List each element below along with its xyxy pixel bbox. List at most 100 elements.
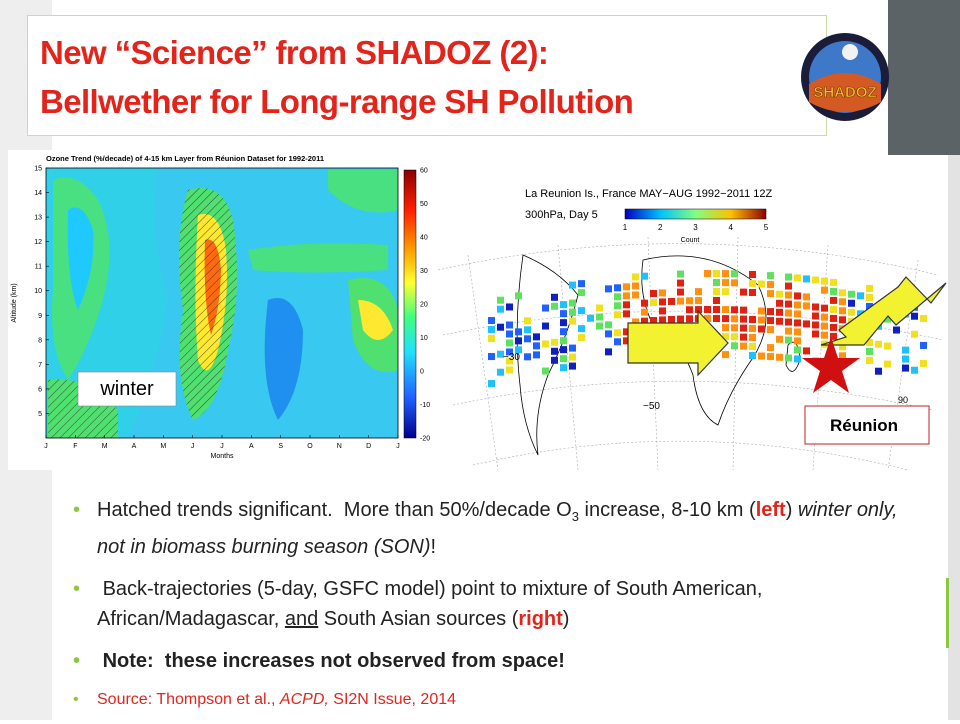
trajectory-cell — [623, 328, 630, 336]
trajectory-cell — [650, 299, 657, 307]
trajectory-cell — [758, 307, 765, 315]
trajectory-cells — [488, 270, 927, 388]
trajectory-cell — [803, 293, 810, 301]
trajectory-cell — [803, 275, 810, 283]
trajectory-cell — [749, 316, 756, 324]
graticule-line — [437, 243, 939, 276]
trajectory-cell — [506, 357, 513, 365]
trajectory-cell — [848, 299, 855, 307]
trajectory-cell — [524, 326, 531, 334]
trajectory-cell — [812, 303, 819, 311]
bullet-text: Note: these increases not observed from … — [97, 650, 565, 672]
trajectory-cell — [866, 356, 873, 364]
trajectory-cell — [866, 302, 873, 310]
trajectory-cell — [875, 340, 882, 348]
trajectory-cell — [749, 280, 756, 288]
graticule-line — [472, 440, 909, 471]
colorbar-tick-label: -10 — [420, 402, 430, 409]
emphasis: winter only, not in biomass burning seas… — [97, 499, 904, 558]
trajectory-cell — [641, 308, 648, 316]
trajectory-cell — [794, 301, 801, 309]
trajectory-cell — [812, 321, 819, 329]
trajectory-cell — [749, 334, 756, 342]
colorbar-tick-label: 3 — [693, 223, 698, 232]
trajectory-cell — [569, 344, 576, 352]
trajectory-cell — [794, 274, 801, 282]
trajectory-cell — [515, 292, 522, 300]
trajectory-cell — [866, 293, 873, 301]
trajectory-cell — [785, 300, 792, 308]
trajectory-cell — [497, 350, 504, 358]
trajectory-cell — [722, 270, 729, 278]
trajectory-cell — [830, 296, 837, 304]
trajectory-cell — [866, 338, 873, 346]
x-axis-label: Months — [211, 453, 234, 460]
contour-field — [46, 168, 398, 438]
trajectory-cell — [614, 284, 621, 292]
trajectory-cell — [542, 322, 549, 330]
x-tick-label: J — [191, 443, 195, 450]
trajectory-cell — [767, 290, 774, 298]
trajectory-cell — [551, 338, 558, 346]
trajectory-cell — [596, 304, 603, 312]
trajectory-cell — [560, 310, 567, 318]
colorbar-tick-label: 10 — [420, 335, 428, 342]
trajectory-cell — [614, 302, 621, 310]
trajectory-cell — [812, 330, 819, 338]
trajectory-cell — [623, 301, 630, 309]
trajectory-cell — [641, 272, 648, 280]
title-box: New “Science” from SHADOZ (2): Bellwethe… — [27, 15, 827, 136]
trajectory-cell — [731, 315, 738, 323]
trajectory-cell — [758, 316, 765, 324]
trajectory-cell — [578, 280, 585, 288]
trajectory-cell — [794, 310, 801, 318]
trajectory-cell — [488, 326, 495, 334]
trajectory-cell — [560, 346, 567, 354]
season-box — [77, 371, 177, 407]
bullet-text: South Asian sources ( — [318, 608, 519, 630]
bullet: Note: these increases not observed from … — [70, 646, 930, 676]
trajectory-cell — [659, 289, 666, 297]
trajectory-cell — [695, 306, 702, 314]
y-tick-label: 9 — [38, 313, 42, 320]
trajectory-cell — [560, 319, 567, 327]
trajectory-cell — [839, 343, 846, 351]
trajectory-cell — [560, 364, 567, 372]
trajectory-cell — [776, 353, 783, 361]
contour — [328, 170, 398, 213]
trajectory-cell — [650, 317, 657, 325]
trajectory-cell — [641, 299, 648, 307]
trajectory-cell — [794, 355, 801, 363]
y-tick-label: 5 — [38, 411, 42, 418]
corner-block — [888, 0, 960, 155]
contour — [248, 243, 388, 273]
emphasis: ACPD, — [279, 691, 329, 708]
trajectory-cell — [488, 380, 495, 388]
trajectory-cell — [659, 298, 666, 306]
trajectory-cell — [632, 318, 639, 326]
contour — [264, 298, 303, 420]
coastline — [516, 254, 579, 456]
y-tick-label: 15 — [34, 166, 42, 173]
lat-label: −30 — [503, 352, 520, 363]
trajectory-cell — [578, 334, 585, 342]
trajectory-cell — [740, 315, 747, 323]
x-tick-label: O — [307, 443, 313, 450]
trajectory-cell — [551, 356, 558, 364]
trajectory-cell — [776, 308, 783, 316]
trajectory-cell — [686, 315, 693, 323]
trajectory-cell — [506, 366, 513, 374]
trajectory-cell — [704, 270, 711, 278]
arrow — [627, 309, 729, 377]
trajectory-cell — [614, 329, 621, 337]
colorbar-tick-label: 20 — [420, 302, 428, 309]
trajectory-cell — [560, 355, 567, 363]
bullet: Source: Thompson et al., ACPD, SI2N Issu… — [70, 688, 930, 712]
trajectory-cell — [650, 290, 657, 298]
trajectory-cell — [767, 281, 774, 289]
marker-label: Réunion — [830, 416, 898, 435]
trajectory-cell — [830, 323, 837, 331]
trajectory-cell — [830, 314, 837, 322]
trajectory-cell — [704, 315, 711, 323]
trajectory-cell — [722, 324, 729, 332]
